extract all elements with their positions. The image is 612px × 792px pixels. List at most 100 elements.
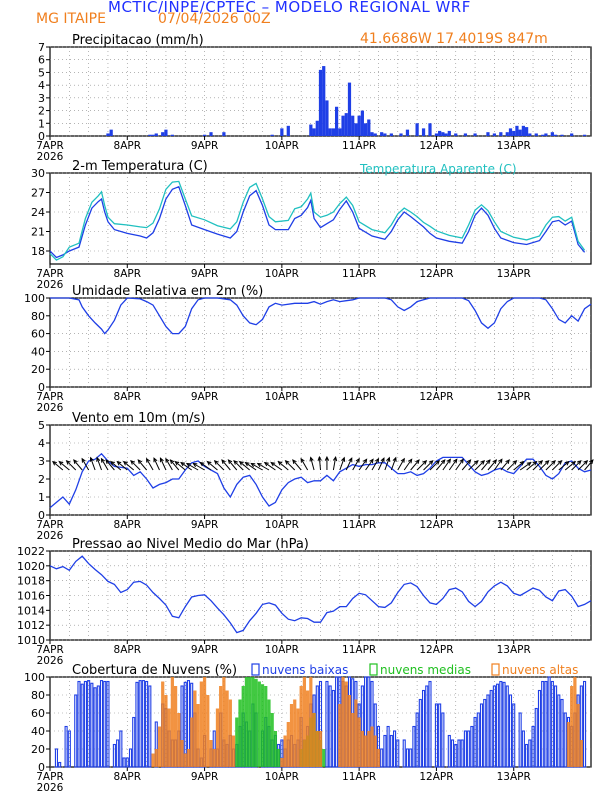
bar-nuvens-altas	[376, 749, 381, 767]
wind-arrow	[584, 459, 594, 471]
bar-nuvens-baixas	[90, 682, 94, 768]
bar-nuvens-altas	[579, 740, 583, 767]
wind-arrowhead	[505, 459, 510, 465]
ytick-label: 21	[31, 226, 45, 239]
bar-nuvens-baixas	[450, 739, 455, 768]
bar-nuvens-baixas	[502, 681, 506, 768]
bar-precipitacao	[338, 128, 342, 136]
wind-arrow	[221, 459, 231, 471]
xtick-label: 9APR	[191, 268, 219, 280]
bar-nuvens-altas	[354, 699, 358, 767]
wind-arrow	[146, 458, 154, 471]
bar-precipitacao	[354, 123, 358, 136]
ytick-label: 0	[38, 761, 45, 774]
wind-arrowhead	[498, 458, 503, 464]
ytick-label: 2	[38, 473, 45, 486]
bar-nuvens-altas	[373, 735, 377, 767]
bar-nuvens-baixas	[476, 712, 480, 768]
wind-arrow	[159, 458, 167, 471]
bar-nuvens-altas	[180, 740, 184, 767]
wind-arrow	[558, 461, 570, 471]
ytick-label: 0	[38, 509, 45, 522]
ytick-label: 100	[24, 671, 45, 684]
bar-nuvens-altas	[170, 677, 174, 767]
xtick-label: 8APR	[114, 391, 142, 403]
header-title: MCTIC/INPE/CPTEC – MODELO REGIONAL WRF	[108, 0, 471, 16]
bar-nuvens-altas	[289, 704, 294, 767]
bar-precipitacao	[518, 129, 522, 136]
bar-nuvens-altas	[286, 722, 290, 767]
bar-nuvens-baixas	[438, 703, 442, 768]
bar-nuvens-medias	[251, 677, 255, 767]
wind-arrowhead	[324, 455, 330, 461]
bar-nuvens-baixas	[521, 730, 525, 768]
wind-arrow	[270, 462, 283, 471]
wind-arrowhead	[440, 459, 446, 465]
wind-arrowhead	[270, 461, 276, 467]
bar-nuvens-baixas	[380, 748, 384, 768]
wind-arrow	[257, 463, 270, 471]
bar-precipitacao	[161, 132, 165, 136]
wind-arrow	[500, 459, 510, 471]
wind-arrowhead	[199, 461, 205, 467]
panel-title: 2-m Temperatura (C)	[72, 159, 208, 174]
wind-arrow	[214, 460, 225, 471]
xtick-label: 10APR	[265, 519, 299, 531]
wind-arrowhead	[159, 457, 164, 463]
wind-arrow	[233, 460, 244, 471]
bar-nuvens-medias	[267, 699, 271, 767]
ytick-label: 18	[31, 245, 45, 258]
wind-arrow	[526, 461, 537, 471]
series-line-1	[49, 555, 592, 634]
bar-nuvens-baixas	[418, 698, 422, 768]
bar-nuvens-baixas	[141, 680, 145, 768]
bar-precipitacao	[170, 134, 174, 136]
ytick-label: 3	[38, 455, 45, 468]
legend-label-nuvens-baixas: nuvens baixas	[262, 663, 348, 677]
bar-nuvens-baixas	[563, 712, 567, 768]
bar-nuvens-altas	[196, 704, 200, 767]
xtick-label: 11APR	[342, 268, 376, 280]
wind-arrowhead	[109, 460, 115, 466]
bar-nuvens-altas	[341, 677, 345, 767]
wind-arrowhead	[355, 457, 360, 463]
bar-nuvens-baixas	[434, 703, 438, 768]
wind-arrowhead	[538, 459, 544, 465]
bar-precipitacao	[286, 125, 290, 136]
wind-arrowhead	[233, 459, 238, 465]
bar-nuvens-altas	[363, 735, 368, 767]
wind-arrowhead	[392, 456, 397, 462]
ytick-label: 1022	[17, 545, 45, 558]
bar-precipitacao	[357, 115, 361, 136]
ytick-label: 1	[38, 491, 45, 504]
year-label: 2026	[37, 402, 64, 414]
wind-arrow	[207, 461, 218, 471]
bar-nuvens-baixas	[508, 694, 513, 768]
bar-nuvens-baixas	[457, 739, 461, 768]
wind-arrowhead	[153, 457, 158, 463]
wind-arrowhead	[244, 461, 250, 467]
xtick-label: 9APR	[191, 140, 219, 152]
wind-arrowhead	[284, 459, 290, 465]
xtick-label: 13APR	[497, 140, 531, 152]
bar-nuvens-altas	[344, 681, 348, 767]
wind-arrowhead	[369, 458, 374, 464]
year-label: 2026	[37, 782, 64, 792]
bar-nuvens-baixas	[74, 694, 78, 768]
legend-swatch-nuvens-altas	[491, 663, 500, 676]
ytick-label: 60	[31, 328, 45, 341]
bar-nuvens-altas	[212, 749, 216, 767]
bar-nuvens-baixas	[541, 680, 545, 768]
wind-arrow	[552, 460, 562, 471]
bar-nuvens-baixas	[54, 748, 59, 768]
bar-nuvens-baixas	[492, 685, 496, 768]
wind-arrow	[513, 461, 524, 471]
bar-precipitacao	[421, 128, 426, 136]
bar-nuvens-altas	[573, 677, 577, 767]
xtick-label: 9APR	[191, 644, 219, 656]
bar-precipitacao	[202, 134, 207, 136]
xtick-label: 7APR	[36, 771, 64, 783]
bar-precipitacao	[524, 127, 529, 136]
wind-arrow	[59, 461, 70, 471]
bar-nuvens-altas	[228, 699, 232, 767]
